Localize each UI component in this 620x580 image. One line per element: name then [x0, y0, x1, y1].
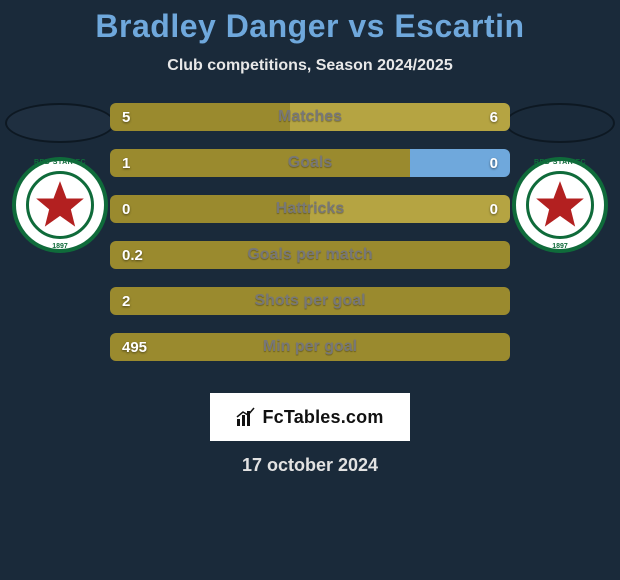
star-icon [534, 179, 586, 231]
stat-row: Shots per goal2 [110, 287, 510, 315]
subtitle: Club competitions, Season 2024/2025 [0, 57, 620, 75]
player-left-zone: RED STAR FC 1897 [0, 103, 120, 253]
bar-left-segment [110, 195, 310, 223]
stat-row: Goals per match0.2 [110, 241, 510, 269]
player-right-zone: RED STAR FC 1897 [500, 103, 620, 253]
logo-club-name: RED STAR FC [512, 159, 608, 166]
comparison-infographic: Bradley Danger vs Escartin Club competit… [0, 0, 620, 476]
bar-left-segment [110, 241, 510, 269]
bar-left-segment [110, 103, 290, 131]
logo-club-year: 1897 [512, 243, 608, 250]
stat-row: Min per goal495 [110, 333, 510, 361]
player-left-silhouette [5, 103, 115, 143]
logo-club-year: 1897 [12, 243, 108, 250]
date-label: 17 october 2024 [0, 455, 620, 476]
stat-row: Matches56 [110, 103, 510, 131]
stat-bars: Matches56 Goals10 Hattricks00 Goals per mat… [110, 103, 510, 361]
stat-row: Hattricks00 [110, 195, 510, 223]
bar-left-segment [110, 333, 510, 361]
stat-row: Goals10 [110, 149, 510, 177]
logo-club-name: RED STAR FC [12, 159, 108, 166]
star-icon [34, 179, 86, 231]
bar-left-segment [110, 149, 410, 177]
page-title: Bradley Danger vs Escartin [0, 8, 620, 45]
player-left-club-logo: RED STAR FC 1897 [12, 157, 108, 253]
bar-right-segment [290, 103, 510, 131]
player-right-club-logo: RED STAR FC 1897 [512, 157, 608, 253]
main-area: RED STAR FC 1897 RED STAR FC 1897 Matche… [0, 103, 620, 423]
bar-right-segment [310, 195, 510, 223]
bar-right-segment [410, 149, 510, 177]
player-right-silhouette [505, 103, 615, 143]
bar-left-segment [110, 287, 510, 315]
